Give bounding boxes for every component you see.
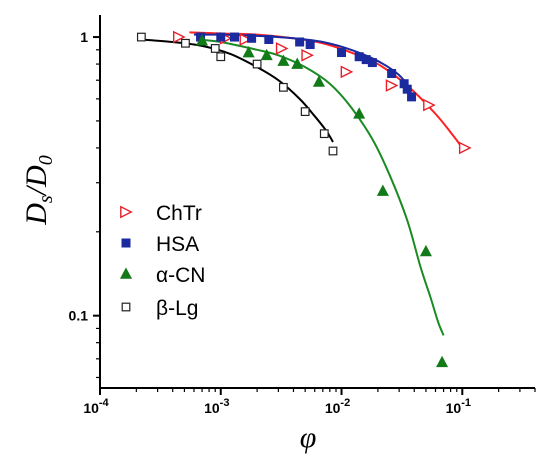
data-point-series-3 <box>210 44 220 53</box>
data-point-series-2 <box>376 184 389 196</box>
y-label-d: D <box>20 203 53 226</box>
data-point-series-0 <box>275 42 289 55</box>
data-point-series-1 <box>247 33 257 43</box>
y-label-d0: D <box>20 165 53 188</box>
legend-marker-series-2 <box>119 267 133 279</box>
legend: ChTr HSA α-CN β-Lg <box>119 202 205 320</box>
y-axis: 10.1 <box>69 29 100 379</box>
x-axis: 10-4 10-3 10-2 10-1 <box>83 388 536 416</box>
data-point-series-0 <box>423 98 436 112</box>
y-tick-label: 1 <box>80 29 88 45</box>
markers <box>136 30 472 368</box>
data-point-series-1 <box>402 84 412 94</box>
x-tick-label: 10-1 <box>446 397 471 416</box>
data-point-series-2 <box>312 75 325 87</box>
y-label-sub-s: s <box>35 195 57 203</box>
data-point-series-2 <box>196 34 209 46</box>
legend-marker-series-0 <box>120 205 133 219</box>
data-point-series-0 <box>340 65 354 79</box>
legend-marker-series-3 <box>121 302 131 312</box>
fit-lines <box>141 31 464 336</box>
legend-label-series-1: HSA <box>156 233 199 256</box>
data-point-series-1 <box>387 68 397 78</box>
data-point-series-1 <box>230 32 240 42</box>
x-tick-label: 10-4 <box>83 397 109 416</box>
data-point-series-3 <box>300 107 310 117</box>
data-point-series-2 <box>419 244 432 257</box>
data-point-series-1 <box>305 40 315 50</box>
y-axis-label: Ds/D0 <box>20 155 57 225</box>
data-point-series-3 <box>278 82 288 92</box>
legend-label-series-2: α-CN <box>156 264 205 287</box>
data-point-series-0 <box>301 48 314 62</box>
data-point-series-2 <box>242 45 255 58</box>
y-tick-label: 0.1 <box>69 308 89 324</box>
y-label-slash: / <box>20 184 53 197</box>
data-point-series-1 <box>264 35 274 45</box>
data-point-series-2 <box>260 48 273 61</box>
data-point-series-2 <box>277 54 290 66</box>
legend-marker-series-1 <box>121 238 131 248</box>
x-axis-label: φ <box>300 421 317 454</box>
y-label-sub-0: 0 <box>35 155 57 165</box>
x-tick-label: 10-3 <box>204 397 229 416</box>
data-point-series-1 <box>367 58 377 68</box>
data-point-series-1 <box>337 48 347 58</box>
data-point-series-3 <box>252 59 262 69</box>
data-point-series-3 <box>216 52 226 62</box>
legend-label-series-0: ChTr <box>156 202 202 225</box>
data-point-series-1 <box>407 92 417 102</box>
data-point-series-3 <box>328 146 338 156</box>
data-point-series-2 <box>353 107 366 119</box>
data-point-series-0 <box>239 33 253 46</box>
data-point-series-0 <box>172 30 186 44</box>
data-point-series-1 <box>295 37 305 47</box>
data-point-series-3 <box>181 38 190 48</box>
legend-label-series-3: β-Lg <box>156 297 198 320</box>
data-point-series-3 <box>319 129 329 139</box>
data-point-series-0 <box>385 79 399 92</box>
data-point-series-2 <box>436 355 449 368</box>
data-point-series-3 <box>136 32 146 42</box>
data-point-series-1 <box>216 32 226 42</box>
data-point-series-0 <box>458 141 472 155</box>
fit-line-series-0 <box>189 31 464 149</box>
x-tick-label: 10-2 <box>325 397 350 416</box>
data-point-series-2 <box>291 57 304 69</box>
fit-line-series-2 <box>198 38 445 336</box>
